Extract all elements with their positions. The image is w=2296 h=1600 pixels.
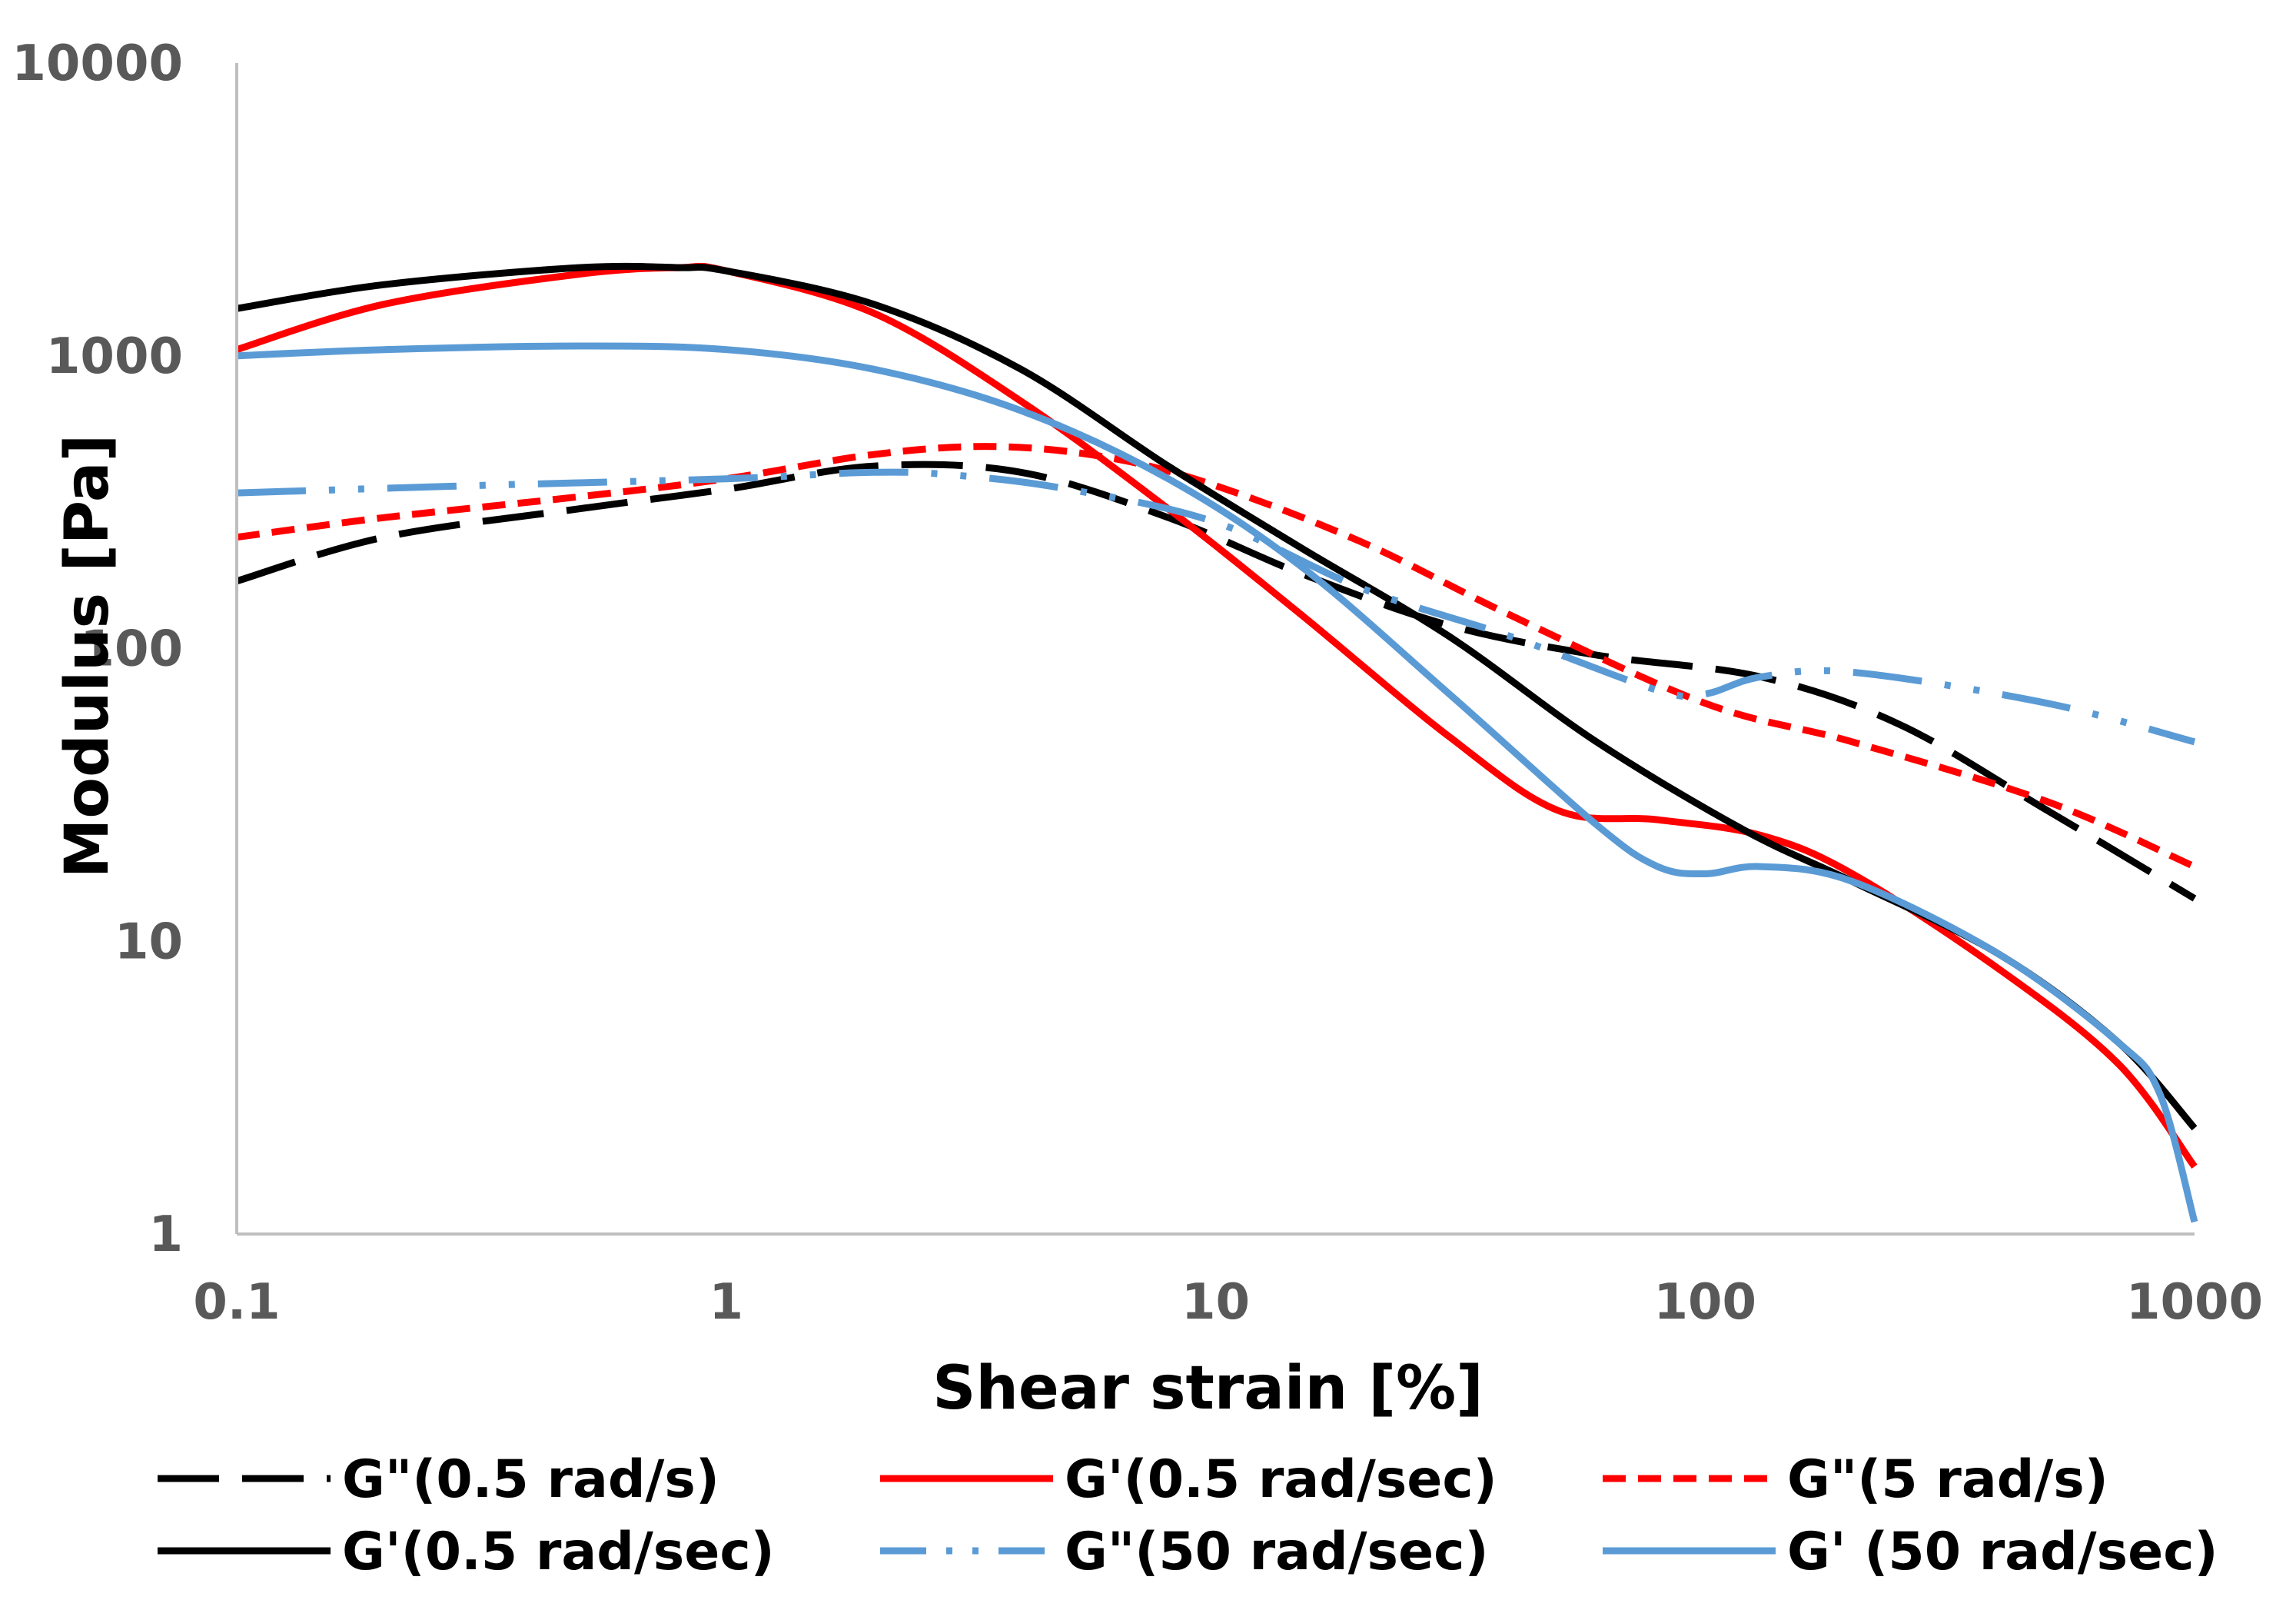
x-tick-label: 1000 bbox=[2126, 1274, 2263, 1331]
y-tick-label: 1000 bbox=[46, 328, 183, 385]
x-axis-title: Shear strain [%] bbox=[932, 1354, 1484, 1423]
plot-area bbox=[235, 262, 2198, 1223]
series-g2-0p5-dashed bbox=[235, 461, 2197, 902]
y-tick-label: 100 bbox=[80, 621, 183, 678]
series-g1-50-blue bbox=[236, 342, 2198, 1223]
y-tick-labels: 1 10 100 1000 10000 bbox=[12, 35, 183, 1263]
series-g1-0p5-black bbox=[236, 262, 2198, 1131]
legend-label: G"(0.5 rad/s) bbox=[342, 1449, 719, 1510]
y-axis-title: Modulus [Pa] bbox=[53, 434, 122, 878]
x-tick-label: 100 bbox=[1653, 1274, 1756, 1331]
series-g2-5-red-dashed bbox=[236, 443, 2196, 870]
y-tick-label: 1 bbox=[148, 1206, 183, 1263]
legend-label: G' (50 rad/sec) bbox=[1787, 1522, 2218, 1582]
legend-label: G'(0.5 rad/sec) bbox=[342, 1522, 775, 1582]
x-tick-label: 10 bbox=[1181, 1274, 1250, 1331]
legend: G"(0.5 rad/s) G'(0.5 rad/sec) G"(5 rad/s) G… bbox=[158, 1449, 2218, 1582]
axes bbox=[235, 63, 2195, 1236]
series-g1-0p5-red bbox=[235, 262, 2198, 1169]
legend-label: G"(5 rad/s) bbox=[1787, 1449, 2108, 1510]
series-g2-50-blue-dashdot bbox=[236, 468, 2196, 746]
legend-label: G'(0.5 rad/sec) bbox=[1065, 1449, 1497, 1510]
y-tick-label: 10 bbox=[115, 913, 183, 970]
x-tick-labels: 0.1 1 10 100 1000 bbox=[193, 1274, 2263, 1331]
x-tick-label: 0.1 bbox=[193, 1274, 280, 1331]
x-tick-label: 1 bbox=[709, 1274, 743, 1331]
y-tick-label: 10000 bbox=[12, 35, 183, 92]
legend-label: G"(50 rad/sec) bbox=[1065, 1522, 1489, 1582]
